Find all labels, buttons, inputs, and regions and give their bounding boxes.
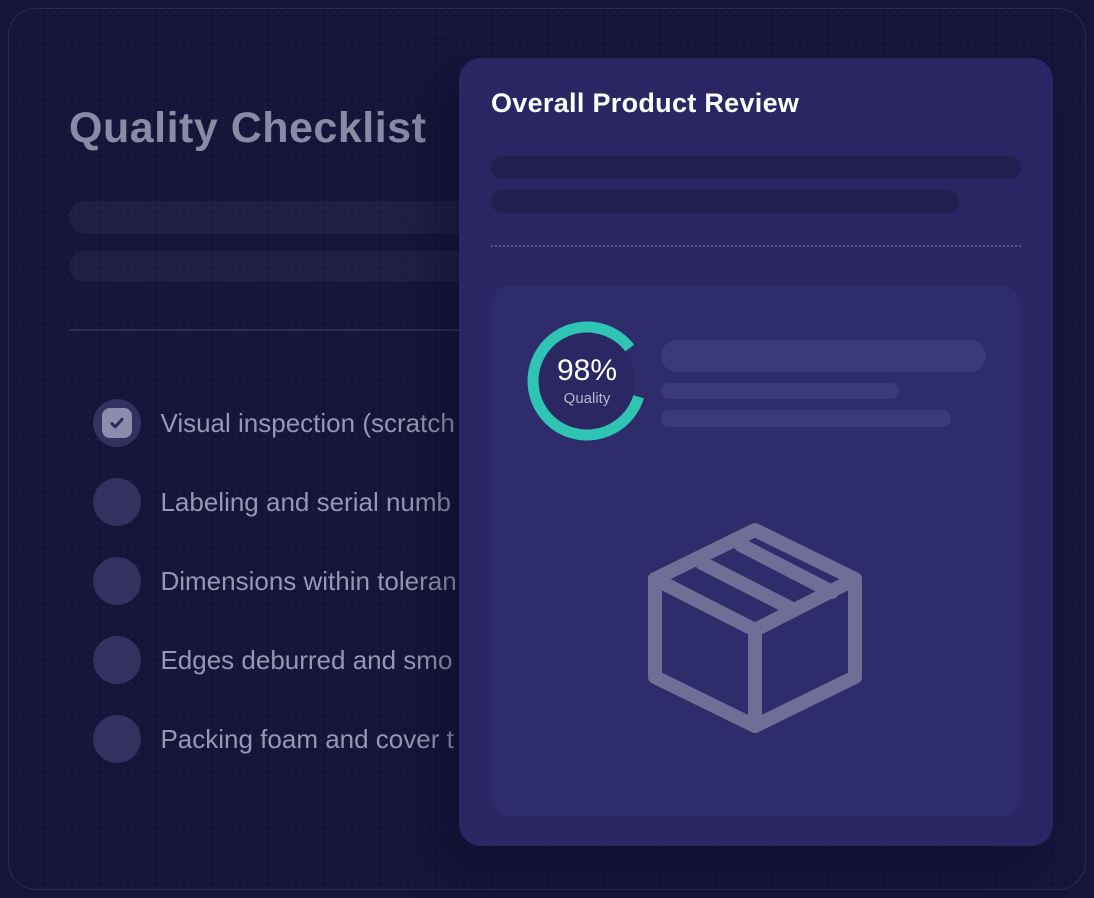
placeholder-bar [491,190,959,213]
checklist-item[interactable]: Dimensions within toleran [93,557,457,605]
page-title: Quality Checklist [69,104,427,152]
checklist-item[interactable]: Visual inspection (scratch [93,399,457,447]
panel-divider [491,245,1021,247]
overall-product-review-panel: Overall Product Review 98% Quality [459,58,1053,846]
checklist-item[interactable]: Labeling and serial numb [93,478,457,526]
checklist-item-label: Packing foam and cover t [160,724,454,754]
checkbox-unchecked-icon[interactable] [93,557,141,605]
quality-percent-value: 98% [556,354,618,388]
placeholder-bar [661,340,986,372]
checklist-item-label: Dimensions within toleran [160,566,457,596]
checkbox-unchecked-icon[interactable] [93,478,141,526]
checkbox-checked-icon[interactable] [93,399,141,447]
checkbox-unchecked-icon[interactable] [93,715,141,763]
placeholder-bar [661,410,951,427]
main-container: Quality Checklist Visual inspection (scr… [8,8,1086,890]
quality-percent-label: Quality [563,389,611,407]
checklist-item[interactable]: Edges deburred and smo [93,636,457,684]
placeholder-bar [661,383,899,399]
panel-title: Overall Product Review [491,88,800,118]
checklist: Visual inspection (scratch Labeling and … [93,399,457,794]
package-box-icon [647,522,863,734]
review-card: 98% Quality [491,286,1021,816]
checklist-item-label: Edges deburred and smo [160,645,453,675]
placeholder-bar [69,251,531,282]
checklist-item-label: Labeling and serial numb [160,487,451,517]
placeholder-bar [69,201,531,234]
checklist-item-label: Visual inspection (scratch [160,408,455,438]
checkbox-unchecked-icon[interactable] [93,636,141,684]
placeholder-bar [491,156,1021,179]
section-divider [69,329,531,331]
quality-progress-ring: 98% Quality [524,318,650,444]
checkmark-icon [102,408,132,438]
checklist-item[interactable]: Packing foam and cover t [93,715,457,763]
